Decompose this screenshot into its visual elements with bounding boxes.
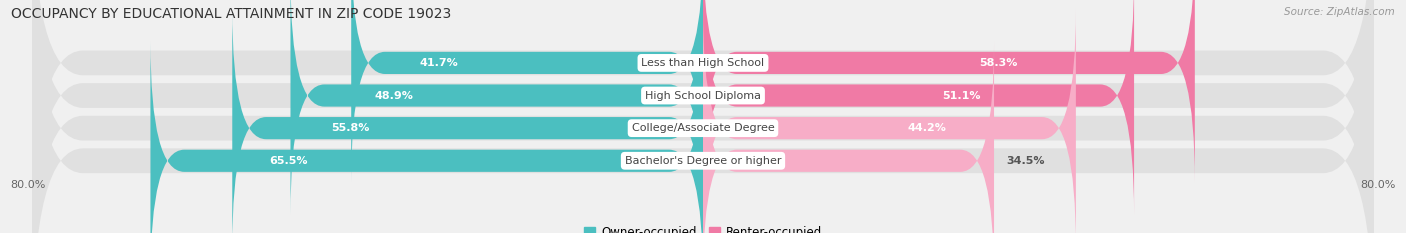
FancyBboxPatch shape xyxy=(32,0,1374,233)
FancyBboxPatch shape xyxy=(352,0,703,182)
Text: 34.5%: 34.5% xyxy=(1007,156,1045,166)
Text: 48.9%: 48.9% xyxy=(374,91,413,100)
FancyBboxPatch shape xyxy=(291,0,703,215)
FancyBboxPatch shape xyxy=(32,0,1374,233)
Text: College/Associate Degree: College/Associate Degree xyxy=(631,123,775,133)
Text: Less than High School: Less than High School xyxy=(641,58,765,68)
Text: 41.7%: 41.7% xyxy=(420,58,458,68)
Text: 65.5%: 65.5% xyxy=(270,156,308,166)
FancyBboxPatch shape xyxy=(703,9,1076,233)
FancyBboxPatch shape xyxy=(150,41,703,233)
Text: High School Diploma: High School Diploma xyxy=(645,91,761,100)
Text: 51.1%: 51.1% xyxy=(942,91,981,100)
Text: OCCUPANCY BY EDUCATIONAL ATTAINMENT IN ZIP CODE 19023: OCCUPANCY BY EDUCATIONAL ATTAINMENT IN Z… xyxy=(11,7,451,21)
Legend: Owner-occupied, Renter-occupied: Owner-occupied, Renter-occupied xyxy=(583,226,823,233)
FancyBboxPatch shape xyxy=(703,41,994,233)
FancyBboxPatch shape xyxy=(703,0,1135,215)
Text: 58.3%: 58.3% xyxy=(979,58,1018,68)
Text: 55.8%: 55.8% xyxy=(330,123,370,133)
FancyBboxPatch shape xyxy=(703,0,1195,182)
FancyBboxPatch shape xyxy=(32,0,1374,233)
FancyBboxPatch shape xyxy=(232,9,703,233)
Text: 44.2%: 44.2% xyxy=(907,123,946,133)
Text: Bachelor's Degree or higher: Bachelor's Degree or higher xyxy=(624,156,782,166)
FancyBboxPatch shape xyxy=(32,0,1374,233)
Text: Source: ZipAtlas.com: Source: ZipAtlas.com xyxy=(1284,7,1395,17)
